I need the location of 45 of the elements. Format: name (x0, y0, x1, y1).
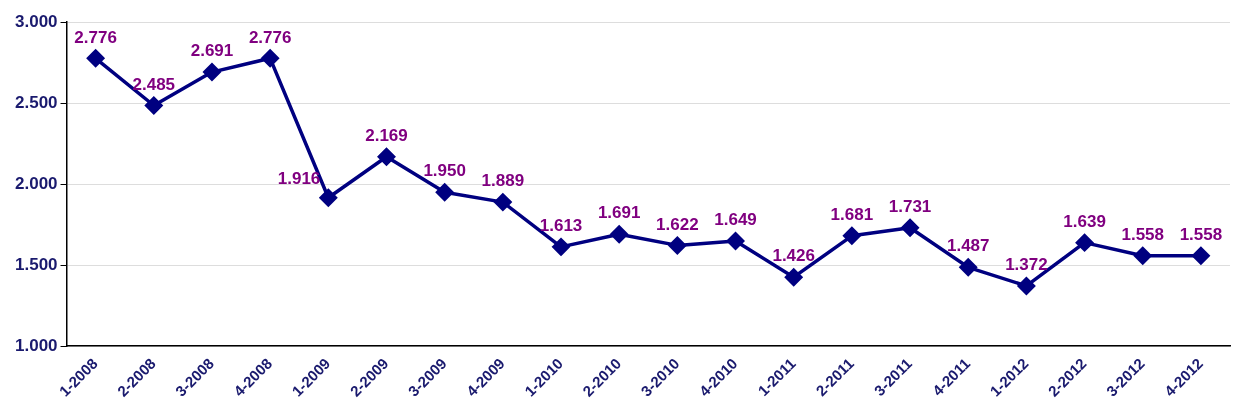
data-label: 1.613 (539, 216, 583, 236)
point (1133, 247, 1152, 265)
y-tick-label: 2.000 (14, 173, 58, 193)
point (552, 238, 570, 256)
data-label: 2.691 (190, 41, 234, 61)
point (843, 227, 861, 245)
data-label: 1.950 (423, 161, 466, 181)
point (784, 268, 803, 286)
data-label: 1.558 (1179, 224, 1223, 244)
point (261, 49, 279, 68)
data-label: 1.622 (656, 214, 699, 234)
data-label: 1.649 (714, 210, 757, 230)
point (377, 147, 396, 166)
point (959, 258, 977, 277)
point (435, 183, 454, 201)
point (86, 49, 105, 68)
point (319, 188, 338, 207)
y-tick-label: 3.000 (14, 11, 58, 31)
y-tick-label: 1.000 (14, 335, 58, 355)
point (726, 232, 745, 250)
point (1075, 233, 1094, 252)
data-label: 2.776 (74, 27, 117, 47)
point (203, 63, 221, 81)
data-label: 1.691 (597, 203, 641, 223)
data-label: 1.372 (1005, 255, 1048, 275)
data-label: 1.558 (1121, 224, 1165, 244)
y-tick-label: 2.500 (14, 92, 58, 112)
data-label: 1.916 (277, 168, 321, 188)
point (1192, 247, 1210, 265)
point (145, 96, 163, 115)
data-label: 2.169 (365, 125, 408, 145)
point (610, 225, 628, 243)
data-label: 2.485 (132, 74, 176, 94)
point (901, 218, 919, 237)
point (494, 193, 512, 211)
data-label: 1.487 (946, 236, 990, 256)
data-label: 2.776 (248, 27, 292, 47)
data-label: 1.426 (772, 246, 815, 266)
point (668, 236, 687, 255)
y-tick-label: 1.500 (14, 254, 58, 274)
data-label: 1.889 (481, 171, 525, 191)
point (1017, 277, 1036, 295)
data-label: 1.731 (888, 196, 932, 216)
data-label: 1.681 (830, 205, 874, 225)
data-label: 1.639 (1063, 211, 1106, 231)
